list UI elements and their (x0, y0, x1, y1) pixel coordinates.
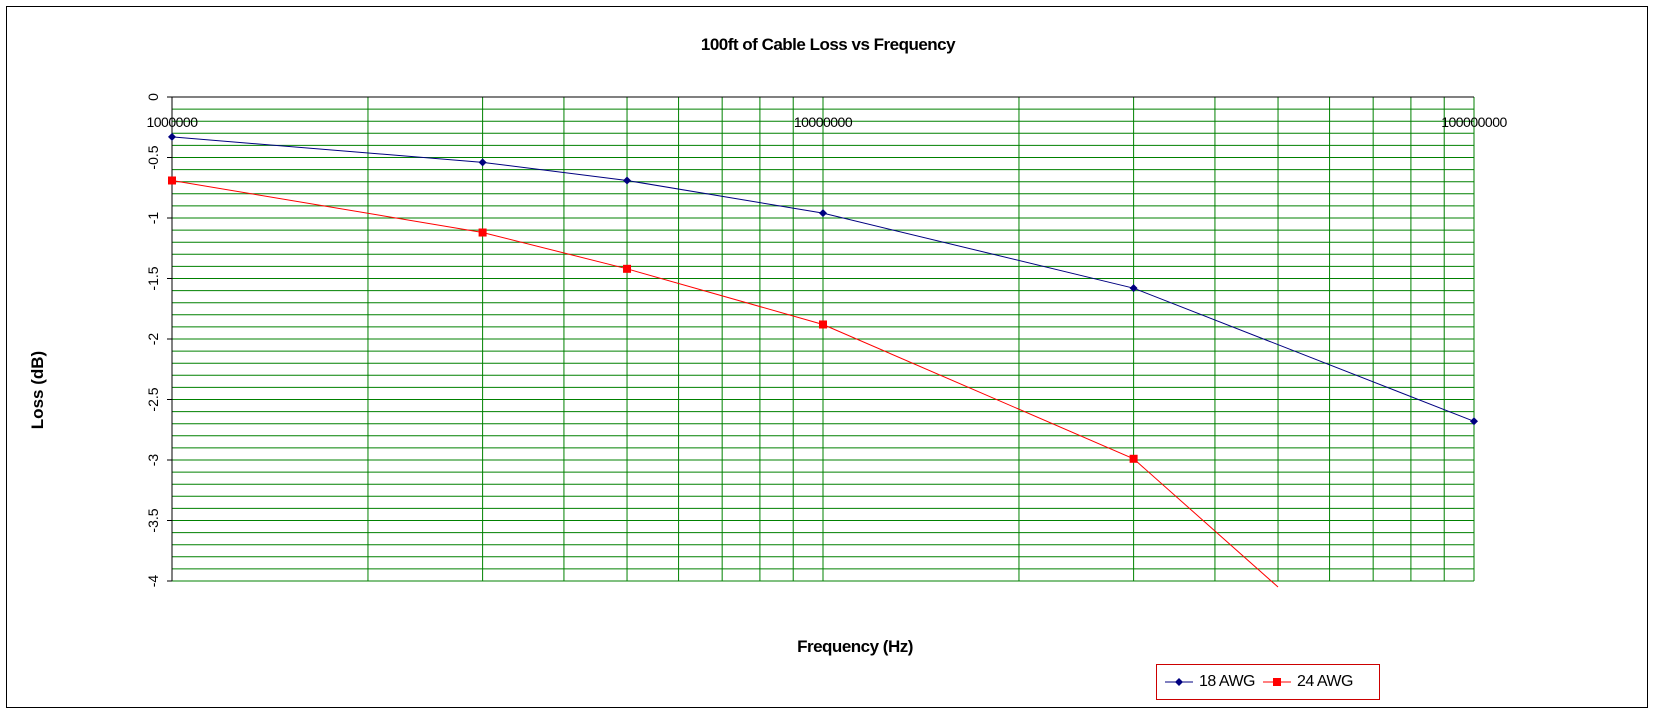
chart-title: 100ft of Cable Loss vs Frequency (700, 35, 956, 54)
y-tick-label: -3.5 (145, 508, 161, 532)
legend-marker-18awg (1165, 678, 1193, 686)
data-point-24-awg (478, 228, 487, 237)
data-point-18-awg (819, 209, 827, 218)
legend-label-24awg: 24 AWG (1296, 673, 1353, 690)
x-tick-label: 1000000 (146, 114, 198, 130)
y-tick-label: -2.5 (145, 387, 161, 411)
legend-item-24awg: 24 AWG (1262, 673, 1353, 691)
data-point-24-awg (623, 264, 632, 273)
y-axis-label: Loss (dB) (28, 350, 47, 430)
y-tick-label: -1.5 (145, 266, 161, 290)
y-tick-label: -1 (145, 212, 161, 225)
y-tick-label: -3 (145, 454, 161, 467)
legend-label-18awg: 18 AWG (1199, 673, 1255, 690)
x-tick-label: 100000000 (1441, 114, 1507, 130)
data-point-24-awg (1129, 454, 1138, 463)
series-line-18-awg (172, 136, 1475, 422)
data-point-24-awg (168, 176, 176, 185)
y-tick-label: -0.5 (145, 145, 161, 169)
series-line-24-awg (172, 179, 1279, 588)
data-point-18-awg (1470, 417, 1478, 426)
y-tick-label: -4 (145, 575, 161, 588)
x-tick-label: 10000000 (794, 114, 853, 130)
series (168, 132, 1478, 588)
data-point-18-awg (168, 132, 176, 141)
legend-marker-24awg (1262, 678, 1291, 686)
legend-item-18awg: 18 AWG (1165, 673, 1255, 691)
data-point-18-awg (478, 158, 487, 167)
data-point-24-awg (819, 320, 827, 329)
data-point-18-awg (623, 176, 632, 185)
data-point-18-awg (1129, 284, 1138, 293)
x-axis-label: Frequency (Hz) (797, 637, 913, 656)
legend: 18 AWG 24 AWG (1156, 664, 1380, 700)
grid (171, 96, 1475, 582)
y-tick-label: 0 (145, 93, 161, 101)
y-tick-label: -2 (145, 333, 161, 346)
